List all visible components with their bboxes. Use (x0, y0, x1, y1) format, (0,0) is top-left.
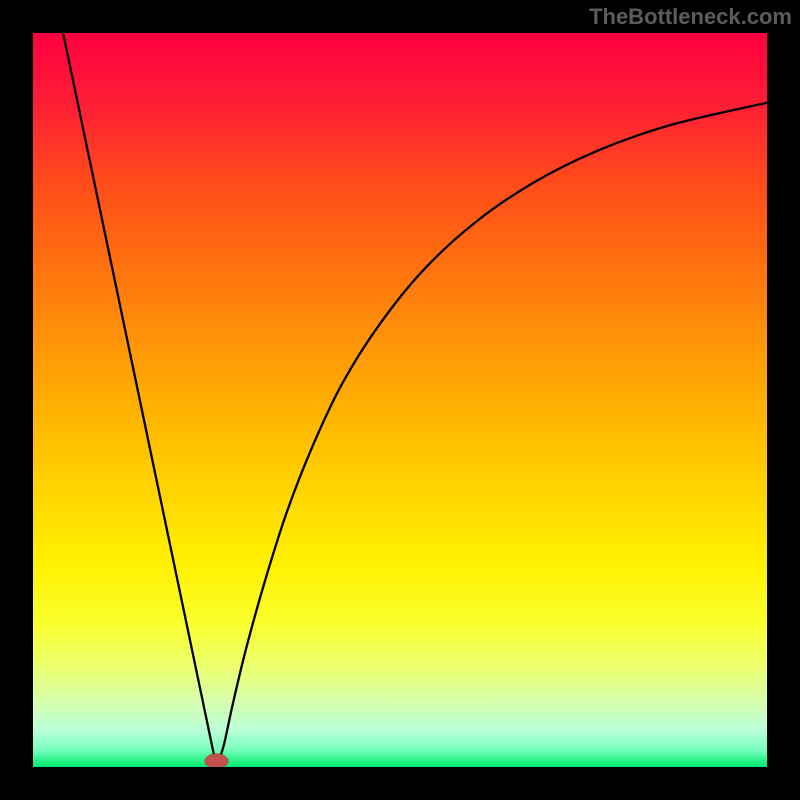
optimum-marker (205, 754, 228, 767)
chart-container: TheBottleneck.com (0, 0, 800, 800)
gradient-background (33, 33, 767, 767)
gradient-curve-chart (33, 33, 767, 767)
plot-area (33, 33, 767, 767)
watermark-text: TheBottleneck.com (589, 4, 792, 30)
